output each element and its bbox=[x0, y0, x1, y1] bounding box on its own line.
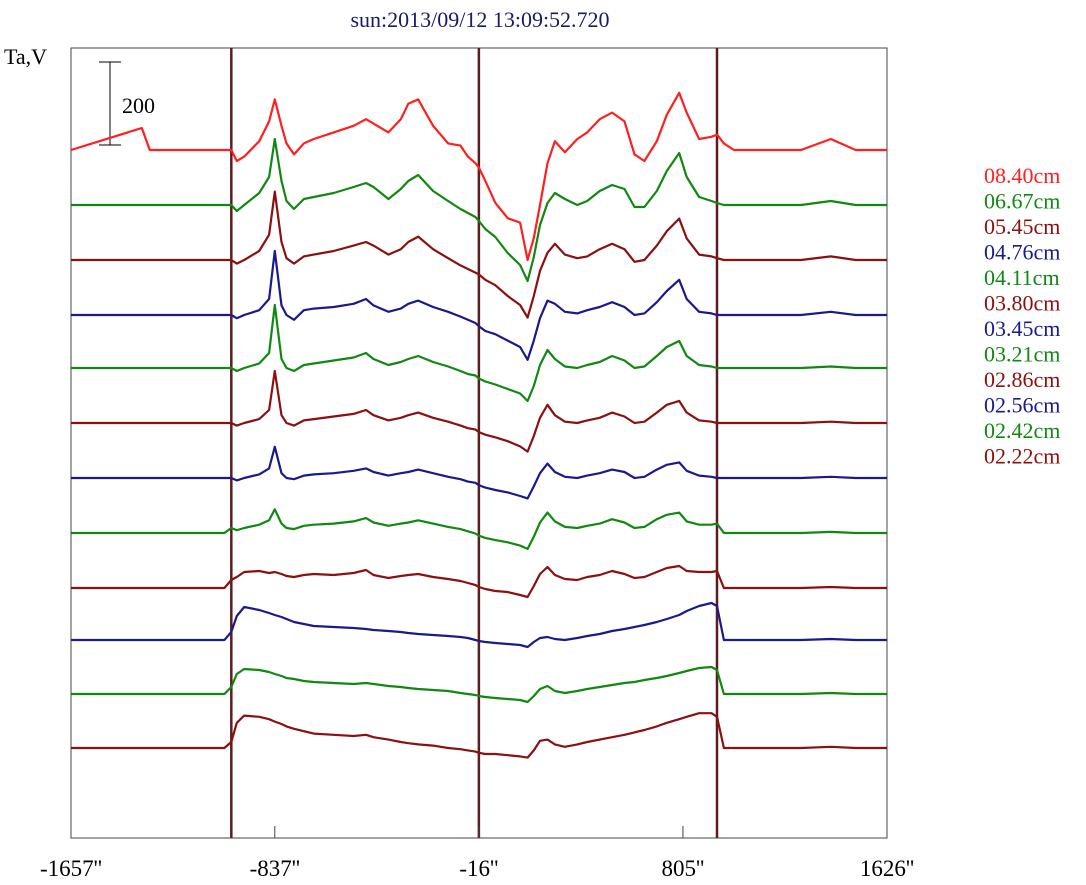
legend-entry-03.21cm: 03.21cm bbox=[984, 342, 1060, 367]
x-tick-label-1: -837'' bbox=[250, 856, 300, 881]
legend: 08.40cm06.67cm05.45cm04.76cm04.11cm03.80… bbox=[984, 163, 1060, 469]
series-line-02.42cm bbox=[71, 665, 887, 704]
series-line-02.22cm bbox=[71, 712, 887, 759]
x-tick-label-0: -1657'' bbox=[40, 856, 102, 881]
scale-bar-label: 200 bbox=[122, 93, 155, 118]
legend-entry-02.22cm: 02.22cm bbox=[984, 444, 1060, 469]
legend-entry-04.76cm: 04.76cm bbox=[984, 240, 1060, 265]
series-line-03.21cm bbox=[71, 508, 887, 550]
series-line-02.86cm bbox=[71, 564, 887, 599]
vertical-markers bbox=[230, 48, 719, 838]
legend-entry-06.67cm: 06.67cm bbox=[984, 189, 1060, 214]
legend-entry-05.45cm: 05.45cm bbox=[984, 214, 1060, 239]
x-axis-ticks: -1657'' -837'' -16'' 805'' 1626'' bbox=[40, 826, 914, 881]
series-line-04.76cm bbox=[71, 249, 887, 361]
series-line-03.80cm bbox=[71, 369, 887, 453]
y-axis-label: Ta,V bbox=[4, 44, 47, 69]
legend-entry-04.11cm: 04.11cm bbox=[984, 265, 1060, 290]
legend-entry-03.80cm: 03.80cm bbox=[984, 291, 1060, 316]
x-tick-label-2: -16'' bbox=[459, 856, 498, 881]
x-tick-label-3: 805'' bbox=[662, 856, 705, 881]
series-line-05.45cm bbox=[71, 190, 887, 319]
legend-entry-02.56cm: 02.56cm bbox=[984, 393, 1060, 418]
series-line-04.11cm bbox=[71, 303, 887, 403]
x-tick-label-4: 1626'' bbox=[860, 856, 914, 881]
chart-title: sun:2013/09/12 13:09:52.720 bbox=[350, 7, 609, 32]
scale-bar: 200 bbox=[99, 61, 155, 146]
legend-entry-08.40cm: 08.40cm bbox=[984, 163, 1060, 188]
series-lines bbox=[70, 91, 887, 759]
series-line-02.56cm bbox=[71, 601, 887, 649]
series-line-06.67cm bbox=[71, 137, 887, 283]
series-line-03.45cm bbox=[71, 445, 887, 500]
series-line-08.40cm bbox=[70, 91, 887, 262]
legend-entry-02.42cm: 02.42cm bbox=[984, 418, 1060, 443]
legend-entry-03.45cm: 03.45cm bbox=[984, 316, 1060, 341]
legend-entry-02.86cm: 02.86cm bbox=[984, 367, 1060, 392]
